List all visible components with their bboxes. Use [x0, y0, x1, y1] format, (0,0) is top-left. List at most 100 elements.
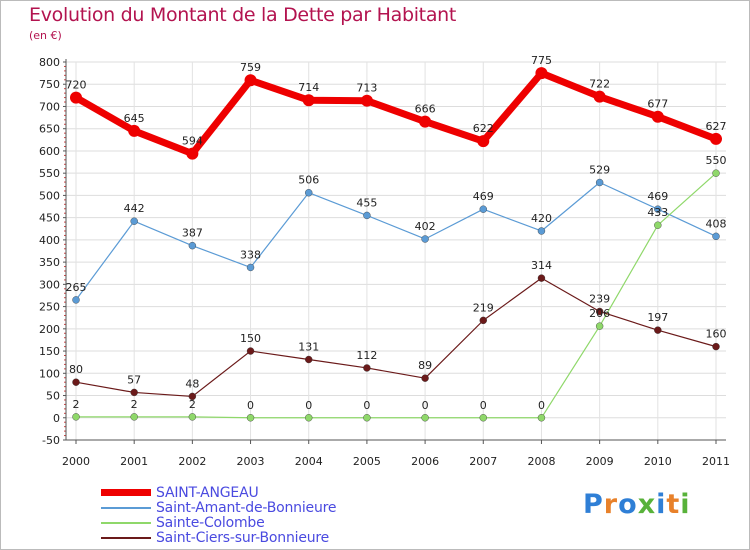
data-point [130, 217, 138, 225]
data-point [244, 74, 257, 87]
data-label: 666 [415, 103, 436, 116]
legend-item-sainte-colombe: Sainte-Colombe [101, 515, 336, 531]
data-label: 759 [240, 61, 261, 74]
data-point [188, 413, 197, 421]
y-tick-label: -50 [42, 434, 60, 447]
data-label: 408 [706, 217, 727, 230]
data-point [246, 414, 255, 422]
data-point [654, 221, 662, 229]
data-point [246, 347, 255, 355]
data-label: 338 [240, 248, 261, 261]
data-label: 0 [247, 399, 254, 412]
data-point [72, 378, 80, 386]
data-point [479, 205, 487, 213]
data-label: 387 [182, 227, 203, 240]
data-point [360, 94, 373, 107]
data-label: 314 [531, 259, 552, 272]
y-tick-label: 750 [39, 78, 60, 91]
data-point [70, 91, 82, 104]
data-point [421, 235, 429, 243]
data-label: 645 [124, 112, 145, 125]
data-point [595, 178, 604, 187]
data-point [130, 388, 138, 397]
data-point [72, 413, 80, 421]
x-tick-label: 2001 [120, 455, 148, 468]
data-label: 594 [182, 135, 203, 148]
data-label: 442 [124, 202, 145, 215]
data-label: 455 [356, 196, 377, 209]
data-label: 529 [589, 164, 610, 177]
x-tick-label: 2007 [469, 455, 497, 468]
data-label: 206 [589, 307, 610, 320]
data-point [186, 147, 199, 160]
data-point [537, 414, 546, 422]
y-tick-label: 800 [39, 56, 60, 69]
y-tick-label: 700 [39, 100, 60, 113]
legend-item-saint-amant-de-bonnieure: Saint-Amant-de-Bonnieure [101, 499, 337, 516]
data-label: 131 [298, 341, 319, 354]
data-point [188, 392, 197, 401]
data-point [305, 414, 313, 422]
data-label: 550 [706, 154, 727, 167]
data-point [654, 205, 662, 213]
legend-label: Saint-Amant-de-Bonnieure [156, 499, 337, 516]
legend-label: SAINT-ANGEAU [156, 484, 259, 501]
y-tick-label: 150 [39, 345, 60, 358]
data-label: 713 [356, 82, 377, 95]
data-label: 89 [418, 359, 432, 372]
data-label: 622 [473, 122, 494, 135]
data-label: 0 [305, 399, 312, 412]
data-point [72, 296, 80, 304]
x-tick-label: 2005 [353, 455, 381, 468]
data-point [595, 322, 604, 330]
series-line [72, 69, 720, 158]
data-label: 0 [422, 399, 429, 412]
data-label: 506 [298, 174, 319, 187]
data-point [593, 90, 606, 103]
data-point [363, 211, 371, 220]
data-label: 433 [647, 206, 668, 219]
data-point [595, 307, 604, 316]
data-labels: 720 645 594 759 714 713 666 622 775 722 677 627 265 4… [66, 54, 727, 412]
data-point [128, 124, 141, 137]
data-point [537, 274, 546, 282]
data-label: 677 [647, 98, 668, 111]
data-label: 219 [473, 301, 494, 314]
y-tick-label: 50 [46, 390, 60, 403]
data-label: 239 [589, 292, 610, 305]
legend-label: Saint-Ciers-sur-Bonnieure [156, 529, 330, 546]
data-point [188, 241, 197, 250]
data-point [479, 414, 487, 422]
data-label: 265 [66, 281, 87, 294]
y-tick-label: 350 [39, 256, 60, 269]
y-tick-label: 500 [39, 189, 60, 202]
legend-swatch [101, 536, 151, 539]
data-point [651, 110, 664, 123]
data-point [302, 94, 315, 107]
series-line [75, 277, 717, 398]
legend-swatch [101, 521, 151, 524]
y-tick-label: 600 [39, 145, 60, 158]
data-point [130, 413, 138, 421]
legend-item-saint-angeau: SAINT-ANGEAU [101, 484, 336, 501]
x-tick-label: 2004 [295, 455, 323, 468]
data-label: 80 [69, 363, 83, 376]
data-label: 160 [706, 328, 727, 341]
legend-swatch [101, 489, 151, 496]
series-layer [70, 67, 722, 422]
data-label: 0 [538, 399, 545, 412]
y-tick-label: 650 [39, 123, 60, 136]
data-point [305, 189, 313, 197]
data-label: 150 [240, 332, 261, 345]
x-tick-label: 2010 [644, 455, 672, 468]
data-point [537, 227, 546, 235]
data-point [363, 414, 371, 422]
x-tick-label: 2000 [62, 455, 90, 468]
data-label: 722 [589, 78, 610, 91]
data-label: 0 [480, 399, 487, 412]
series-line [75, 181, 717, 301]
data-point [305, 355, 313, 364]
grid [66, 61, 726, 441]
legend-item-saint-ciers-sur-bonnieure: Saint-Ciers-sur-Bonnieure [101, 529, 336, 546]
x-tick-label: 2011 [702, 455, 730, 468]
